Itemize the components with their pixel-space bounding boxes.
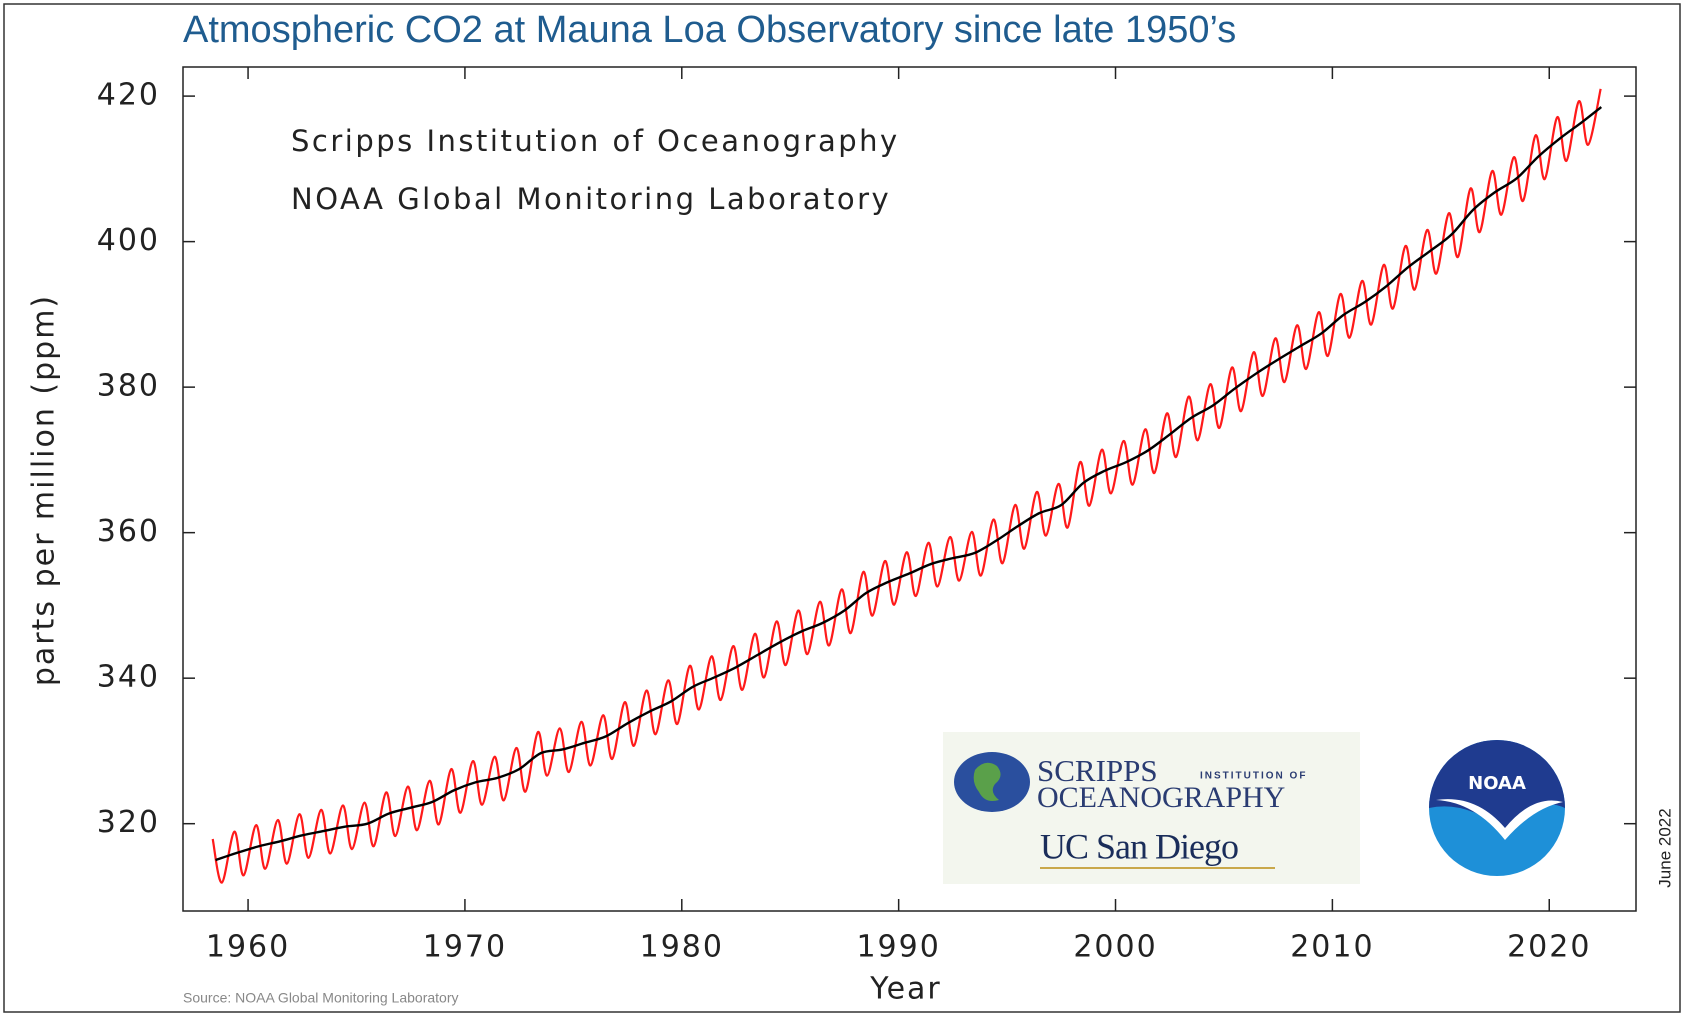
- x-tick-label: 2020: [1507, 930, 1591, 965]
- data-line: [215, 106, 1603, 862]
- y-tick-label: 320: [97, 805, 160, 840]
- logo-text: INSTITUTION OF: [1200, 771, 1307, 782]
- x-tick-label: 1990: [856, 930, 940, 965]
- source-note: Source: NOAA Global Monitoring Laborator…: [183, 990, 458, 1006]
- plot-frame: [182, 66, 1637, 912]
- x-tick-label: 2010: [1290, 930, 1374, 965]
- logo-text: OCEANOGRAPHY: [1037, 781, 1285, 814]
- logo-text: SCRIPPS: [1037, 753, 1158, 788]
- noaa-gull: [1436, 799, 1563, 840]
- y-tick-label: 380: [97, 369, 160, 404]
- date-note: June 2022: [1655, 808, 1674, 887]
- globe-land: [973, 762, 1001, 801]
- annotation: NOAA Global Monitoring Laboratory: [291, 182, 891, 216]
- x-tick-label: 2000: [1073, 930, 1157, 965]
- scripps-logo: SCRIPPS INSTITUTION OF OCEANOGRAPHY UC S…: [943, 732, 1360, 884]
- y-tick-label: 400: [97, 223, 160, 258]
- x-axis-label: Year: [869, 972, 942, 1007]
- annotation: Scripps Institution of Oceanography: [291, 124, 900, 158]
- outer-border: [3, 3, 1681, 1013]
- noaa-logo: NOAA: [1429, 740, 1565, 876]
- logo-text: NOAA: [1468, 773, 1526, 794]
- logo-text: UC San Diego: [1040, 826, 1238, 866]
- x-tick-label: 1970: [423, 930, 507, 965]
- x-tick-label: 1980: [640, 930, 724, 965]
- y-tick-label: 360: [97, 514, 160, 549]
- y-tick-label: 420: [97, 78, 160, 113]
- x-tick-label: 1960: [206, 930, 290, 965]
- y-axis-label: parts per million (ppm): [27, 294, 62, 686]
- chart-title: Atmospheric CO2 at Mauna Loa Observatory…: [183, 9, 1236, 51]
- y-tick-label: 340: [97, 660, 160, 695]
